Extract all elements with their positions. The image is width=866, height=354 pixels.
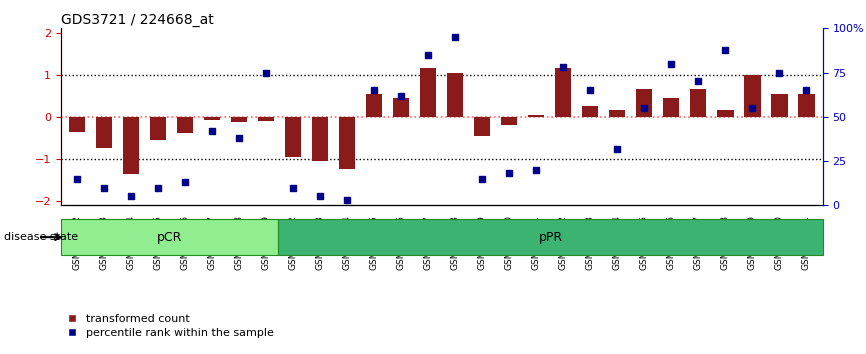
Bar <box>393 98 410 117</box>
Point <box>502 171 516 176</box>
Point <box>799 87 813 93</box>
Point <box>259 70 273 75</box>
Bar <box>258 117 275 121</box>
Point <box>421 52 435 58</box>
Bar <box>420 68 436 117</box>
Bar <box>717 110 734 117</box>
Point <box>691 79 705 84</box>
Point <box>367 87 381 93</box>
Bar <box>528 115 545 117</box>
Point <box>70 176 84 182</box>
Point <box>637 105 651 111</box>
Bar <box>637 90 652 117</box>
Point <box>556 64 570 70</box>
Point <box>205 128 219 134</box>
Point <box>394 93 408 98</box>
Bar <box>204 117 220 120</box>
Legend: transformed count, percentile rank within the sample: transformed count, percentile rank withi… <box>66 314 274 338</box>
Bar <box>366 94 382 117</box>
Bar <box>339 117 355 170</box>
Text: disease state: disease state <box>4 232 79 242</box>
Point <box>449 34 462 40</box>
Point <box>746 105 759 111</box>
Point <box>584 87 598 93</box>
Bar <box>609 110 625 117</box>
Bar <box>285 117 301 157</box>
Point <box>97 185 111 190</box>
Text: pPR: pPR <box>539 231 563 244</box>
Point <box>151 185 165 190</box>
Bar <box>123 117 139 174</box>
Bar <box>68 117 85 132</box>
Bar <box>150 117 166 140</box>
Bar <box>501 117 517 125</box>
Bar <box>663 98 680 117</box>
Bar <box>177 117 193 133</box>
FancyBboxPatch shape <box>61 219 278 255</box>
Point <box>664 61 678 67</box>
Point <box>719 47 733 52</box>
Point <box>124 194 138 199</box>
Point <box>340 197 354 203</box>
Bar <box>96 117 112 148</box>
Bar <box>772 94 787 117</box>
Text: pCR: pCR <box>157 231 182 244</box>
Bar <box>555 68 572 117</box>
Point <box>313 194 327 199</box>
Point <box>475 176 489 182</box>
Bar <box>745 75 760 117</box>
Point <box>232 135 246 141</box>
Bar <box>447 73 463 117</box>
Point <box>611 146 624 152</box>
Point <box>178 179 192 185</box>
Bar <box>798 94 815 117</box>
Point <box>529 167 543 173</box>
Bar <box>582 106 598 117</box>
Bar <box>474 117 490 136</box>
Bar <box>312 117 328 161</box>
Bar <box>690 90 707 117</box>
Text: GDS3721 / 224668_at: GDS3721 / 224668_at <box>61 13 213 27</box>
Point <box>772 70 786 75</box>
Bar <box>231 117 247 122</box>
Point <box>286 185 300 190</box>
FancyBboxPatch shape <box>278 219 823 255</box>
